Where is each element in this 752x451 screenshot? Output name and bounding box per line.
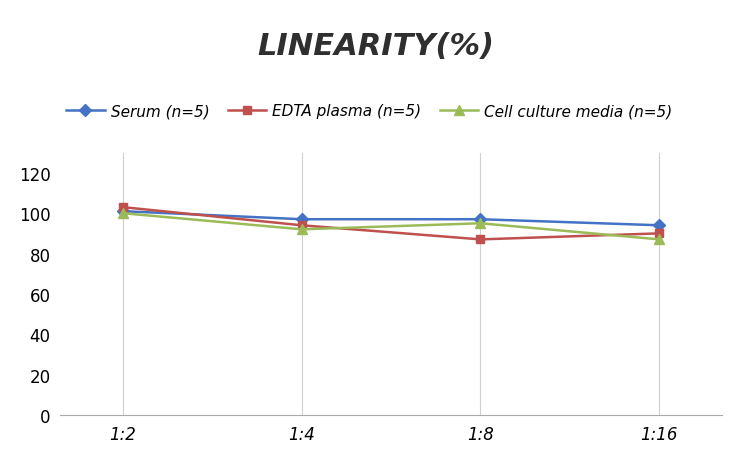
Cell culture media (n=5): [297, 227, 306, 233]
Serum (n=5): [118, 209, 127, 214]
Cell culture media (n=5): [118, 211, 127, 216]
Cell culture media (n=5): [476, 221, 485, 226]
Cell culture media (n=5): [655, 237, 664, 243]
Line: Serum (n=5): Serum (n=5): [119, 207, 663, 230]
EDTA plasma (n=5): [118, 205, 127, 210]
Text: LINEARITY(%): LINEARITY(%): [257, 32, 495, 60]
Serum (n=5): [297, 217, 306, 222]
Serum (n=5): [655, 223, 664, 229]
Legend: Serum (n=5), EDTA plasma (n=5), Cell culture media (n=5): Serum (n=5), EDTA plasma (n=5), Cell cul…: [60, 98, 678, 125]
EDTA plasma (n=5): [476, 237, 485, 243]
Line: Cell culture media (n=5): Cell culture media (n=5): [118, 209, 664, 245]
EDTA plasma (n=5): [655, 231, 664, 236]
Line: EDTA plasma (n=5): EDTA plasma (n=5): [119, 203, 663, 244]
EDTA plasma (n=5): [297, 223, 306, 229]
Serum (n=5): [476, 217, 485, 222]
